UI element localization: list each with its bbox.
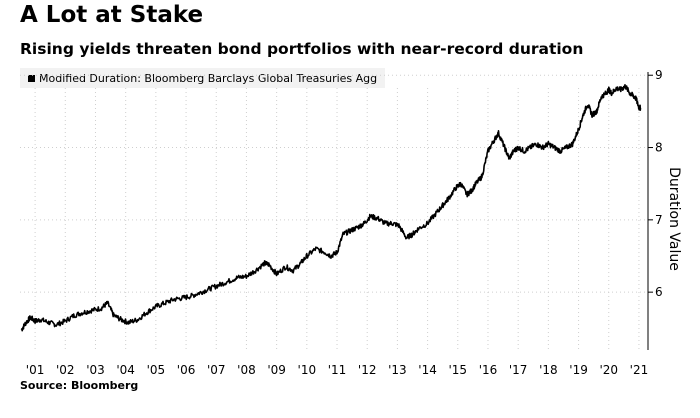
series-line — [20, 84, 642, 332]
x-tick-label: '21 — [630, 363, 649, 377]
x-tick-label: '14 — [418, 363, 437, 377]
y-tick-label: 9 — [655, 68, 663, 82]
x-tick-label: '19 — [569, 363, 588, 377]
x-tick-label: '13 — [388, 363, 407, 377]
y-axis-title: Duration Value — [666, 167, 682, 271]
chart-title: A Lot at Stake — [20, 2, 204, 28]
x-tick-label: '06 — [177, 363, 196, 377]
y-tick-label: 6 — [655, 285, 663, 299]
y-tick-label: 7 — [655, 213, 663, 227]
x-tick-label: '12 — [358, 363, 377, 377]
x-tick-label: '01 — [26, 363, 45, 377]
x-tick-label: '03 — [86, 363, 105, 377]
x-tick-label: '07 — [207, 363, 226, 377]
x-tick-label: '05 — [147, 363, 166, 377]
legend-swatch — [28, 74, 35, 82]
x-tick-label: '04 — [116, 363, 135, 377]
x-tick-label: '02 — [56, 363, 75, 377]
x-tick-label: '18 — [539, 363, 558, 377]
x-tick-label: '15 — [448, 363, 467, 377]
x-tick-label: '11 — [328, 363, 347, 377]
chart-subtitle: Rising yields threaten bond portfolios w… — [20, 40, 584, 58]
x-tick-label: '08 — [237, 363, 256, 377]
y-tick-label: 8 — [655, 141, 663, 155]
x-tick-label: '16 — [479, 363, 498, 377]
legend: Modified Duration: Bloomberg Barclays Gl… — [20, 68, 386, 88]
x-tick-label: '20 — [599, 363, 618, 377]
x-tick-label: '10 — [298, 363, 317, 377]
x-tick-label: '09 — [267, 363, 286, 377]
x-tick-label: '17 — [509, 363, 528, 377]
source-note: Source: Bloomberg — [20, 379, 139, 392]
